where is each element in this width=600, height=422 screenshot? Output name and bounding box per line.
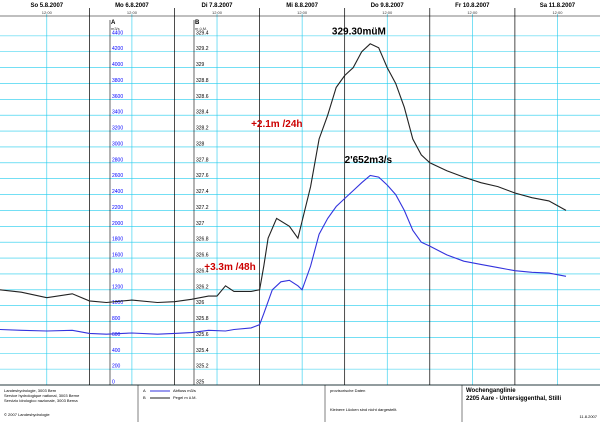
axis-b-unit: m ü.M. — [195, 26, 207, 31]
noon-label: 12:00 — [467, 10, 478, 15]
legend-b-letter: B — [143, 395, 146, 400]
axis-a-tick-label: 0 — [112, 380, 115, 386]
axis-b-tick-label: 328.8 — [196, 78, 209, 84]
axis-b-tick-label: 328 — [196, 141, 205, 147]
axis-a-letter: A — [111, 20, 116, 26]
noon-label: 12:00 — [297, 10, 308, 15]
annotation-label: +3.3m /48h — [204, 262, 255, 273]
noon-label: 12:00 — [42, 10, 53, 15]
copyright: © 2007 Landeshydrologie — [4, 412, 50, 417]
axis-b-tick-label: 327.2 — [196, 205, 209, 211]
agency-line-2: Service hydrologique national, 3003 Bern… — [4, 393, 80, 398]
horizontal-grid — [0, 35, 600, 386]
day-label: Sa 11.8.2007 — [540, 3, 576, 9]
axis-b-tick-label: 325.2 — [196, 364, 209, 370]
legend-a-name: Abfluss m3/s — [173, 388, 196, 393]
axis-a-tick-label: 600 — [112, 332, 121, 338]
axis-b-tick-label: 327 — [196, 221, 205, 227]
axis-b: B m ü.M. 325 325.2 325.4 325.6 325.8 326 326.2… — [193, 20, 209, 386]
legend-b-name: Pegel m ü.M. — [173, 395, 197, 400]
noon-label: 12:00 — [552, 10, 563, 15]
axis-a-tick-label: 2800 — [112, 157, 123, 163]
axis-a-tick-label: 4000 — [112, 62, 123, 68]
legend-a-letter: A — [143, 388, 146, 393]
axis-b-tick-labels: 325 325.2 325.4 325.6 325.8 326 326.2 326.4 326.… — [196, 30, 209, 385]
axis-a-tick-label: 2400 — [112, 189, 123, 195]
axis-a-tick-label: 800 — [112, 316, 121, 322]
agency-line-3: Servizio idrologico nazionale, 3003 Bern… — [4, 398, 78, 403]
axis-a-tick-label: 4200 — [112, 46, 123, 52]
axis-b-tick-label: 325.8 — [196, 316, 209, 322]
axis-b-tick-label: 326.8 — [196, 237, 209, 243]
axis-b-tick-label: 329.2 — [196, 46, 209, 52]
axis-a-tick-label: 2600 — [112, 173, 123, 179]
axis-b-tick-label: 327.8 — [196, 157, 209, 163]
chart-title: Wochenganglinie — [466, 388, 516, 394]
axis-b-tick-label: 329 — [196, 62, 205, 68]
axis-a: A m3/s 0 200 400 600 800 1000 1200 1400 1600 1800… — [109, 20, 123, 386]
annotation-label: +2.1m /24h — [251, 119, 302, 130]
axis-a-tick-label: 1400 — [112, 268, 123, 274]
day-label: So 5.8.2007 — [30, 3, 63, 9]
axis-a-tick-label: 1000 — [112, 300, 123, 306]
annotation-label: 2'652m3/s — [345, 155, 393, 166]
axis-b-tick-label: 328.4 — [196, 110, 209, 116]
annotation-label: 329.30müM — [332, 26, 386, 37]
axis-b-letter: B — [195, 20, 200, 26]
axis-b-tick-label: 325.4 — [196, 348, 209, 354]
axis-b-tick-label: 327.6 — [196, 173, 209, 179]
axis-a-tick-label: 2000 — [112, 221, 123, 227]
agency-line-1: Landeshydrologie, 3003 Bern — [4, 388, 56, 393]
axis-a-unit: m3/s — [111, 26, 120, 31]
noon-label: 12:00 — [212, 10, 223, 15]
axis-a-tick-label: 1800 — [112, 237, 123, 243]
day-label: Mi 8.8.2007 — [286, 3, 318, 9]
series-level-line — [0, 43, 567, 304]
day-label: Mo 6.8.2007 — [115, 3, 149, 9]
footer: Landeshydrologie, 3003 Bern Service hydr… — [0, 384, 600, 422]
data-series — [0, 43, 567, 335]
day-label: Do 9.8.2007 — [371, 3, 405, 9]
axis-a-tick-label: 2200 — [112, 205, 123, 211]
day-separators — [0, 8, 600, 385]
axis-b-tick-label: 328.2 — [196, 126, 209, 132]
station-name: 2205 Aare - Untersiggenthal, Stilli — [466, 396, 561, 402]
axis-b-tick-label: 326.6 — [196, 253, 209, 259]
axis-b-tick-label: 326 — [196, 300, 205, 306]
axis-a-tick-label: 1200 — [112, 284, 123, 290]
axis-a-tick-label: 200 — [112, 364, 121, 370]
provisional-note: provisorische Daten — [330, 388, 365, 393]
vertical-grid — [46, 14, 558, 385]
day-label: Fr 10.8.2007 — [455, 3, 490, 9]
axis-b-tick-label: 326.2 — [196, 284, 209, 290]
day-label: Di 7.8.2007 — [202, 3, 234, 9]
axis-a-tick-label: 3000 — [112, 141, 123, 147]
axis-b-tick-label: 326.4 — [196, 268, 209, 274]
gaps-note: Kleinere Lücken sind nicht dargestellt. — [330, 407, 397, 412]
axis-b-tick-label: 328.6 — [196, 94, 209, 100]
axis-a-tick-label: 3800 — [112, 78, 123, 84]
axis-a-tick-label: 3600 — [112, 94, 123, 100]
issue-date: 11.8.2007 — [580, 414, 598, 419]
noon-label: 12:00 — [382, 10, 393, 15]
axis-a-tick-label: 4400 — [112, 30, 123, 36]
noon-label: 12:00 — [127, 10, 138, 15]
axis-a-tick-label: 400 — [112, 348, 121, 354]
axis-a-tick-label: 1600 — [112, 253, 123, 259]
series-discharge-line — [0, 174, 567, 335]
axis-a-tick-label: 3200 — [112, 126, 123, 132]
axis-b-tick-label: 327.4 — [196, 189, 209, 195]
axis-a-tick-label: 3400 — [112, 110, 123, 116]
axis-a-tick-labels: 0 200 400 600 800 1000 1200 1400 1600 1800 2000 220… — [112, 30, 123, 385]
axis-b-tick-label: 325 — [196, 380, 205, 386]
axis-b-tick-label: 329.4 — [196, 30, 209, 36]
annotations: 329.30müM +2.1m /24h 2'652m3/s +3.3m /48h — [204, 26, 392, 273]
axis-b-tick-label: 325.6 — [196, 332, 209, 338]
